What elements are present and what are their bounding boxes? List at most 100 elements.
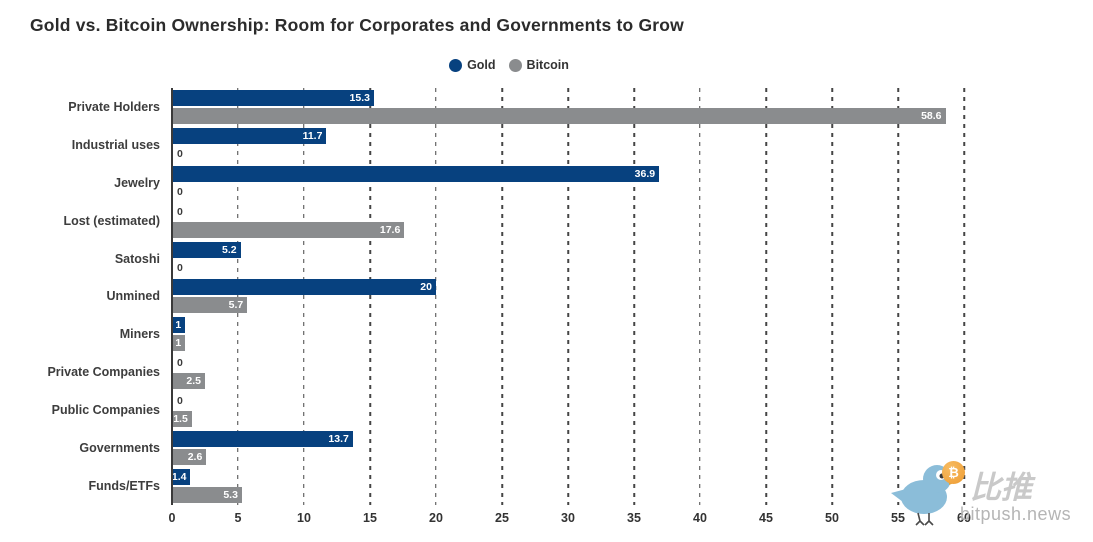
bitcoin-value-label-miners: 1 [175, 337, 182, 350]
bar-row-funds-etfs: 1.4 5.3 [172, 467, 964, 505]
category-label-unmined: Unmined [106, 289, 160, 304]
gold-bar-funds-etfs[interactable]: 1.4 [171, 469, 191, 486]
gold-bar-slot: 0 [172, 355, 964, 371]
gold-value-label-jewelry: 36.9 [634, 167, 656, 180]
gold-value-label-unmined: 20 [420, 281, 432, 294]
bitcoin-value-label-public-companies: 1.5 [173, 413, 188, 426]
gold-legend-marker-icon [449, 58, 463, 72]
chart-title: Gold vs. Bitcoin Ownership: Room for Cor… [30, 15, 684, 35]
bitcoin-bar-slot: 0 [172, 146, 964, 162]
gold-bar-slot: 11.7 [172, 127, 964, 144]
x-tick-label-55: 55 [891, 511, 905, 525]
gold-bar-slot: 36.9 [172, 165, 964, 182]
category-label-funds-etfs: Funds/ETFs [88, 479, 160, 494]
gold-bar-miners[interactable]: 1 [172, 317, 186, 334]
bitcoin-bar-governments[interactable]: 2.6 [172, 449, 207, 466]
category-label-governments: Governments [79, 441, 160, 456]
bitcoin-value-label-private-holders: 58.6 [921, 109, 942, 122]
gridline-5 [237, 88, 239, 505]
x-tick-label-25: 25 [495, 511, 509, 525]
bitcoin-value-label-governments: 2.6 [187, 451, 203, 464]
bitcoin-bar-slot: 58.6 [172, 107, 964, 124]
gridline-35 [633, 88, 635, 505]
plot-area: 15.3 58.6 11.7 0 36.9 0 0 17.6 5.2 0 20 5.7 1 1 0 2.5 0 1… [171, 88, 965, 505]
legend-item-bitcoin[interactable]: Bitcoin [508, 58, 569, 72]
bitcoin-bar-private-companies[interactable]: 2.5 [172, 373, 205, 390]
category-label-industrial-uses: Industrial uses [71, 137, 160, 152]
bitcoin-bar-funds-etfs[interactable]: 5.3 [172, 487, 242, 504]
bar-row-public-companies: 0 1.5 [172, 391, 964, 429]
gridline-10 [303, 88, 305, 505]
legend-label-gold: Gold [467, 58, 496, 72]
gridline-15 [369, 88, 371, 505]
x-tick-label-30: 30 [561, 511, 575, 525]
bitcoin-bar-slot: 5.7 [172, 297, 964, 314]
gold-value-label-satoshi: 5.2 [222, 243, 237, 256]
x-tick-label-10: 10 [297, 511, 311, 525]
x-tick-label-45: 45 [759, 511, 773, 525]
gridline-20 [435, 88, 437, 505]
bitcoin-bar-slot: 2.6 [172, 449, 964, 466]
gridline-50 [831, 88, 833, 505]
gold-bar-slot: 15.3 [172, 89, 964, 106]
gold-bar-private-holders[interactable]: 15.3 [172, 89, 374, 106]
gridline-60 [963, 88, 965, 505]
bitcoin-bar-public-companies[interactable]: 1.5 [172, 411, 192, 428]
bitcoin-bar-slot: 17.6 [172, 221, 964, 238]
gold-value-label-miners: 1 [175, 319, 182, 332]
bar-row-satoshi: 5.2 0 [172, 240, 964, 278]
gold-value-label-private-holders: 15.3 [349, 91, 370, 104]
bar-row-industrial-uses: 11.7 0 [172, 126, 964, 164]
category-label-public-companies: Public Companies [51, 403, 160, 418]
bitcoin-bar-miners[interactable]: 1 [172, 335, 186, 352]
category-axis-labels: Private Holders Industrial uses Jewelry Los… [0, 88, 160, 505]
bitcoin-value-label-private-companies: 2.5 [186, 375, 201, 388]
gold-bar-jewelry[interactable]: 36.9 [172, 165, 660, 182]
x-tick-label-35: 35 [627, 511, 641, 525]
gold-bar-satoshi[interactable]: 5.2 [172, 241, 241, 258]
category-label-satoshi: Satoshi [114, 251, 160, 266]
gold-value-label-public-companies: 0 [177, 395, 183, 408]
x-tick-label-50: 50 [825, 511, 839, 525]
category-label-private-holders: Private Holders [68, 99, 160, 114]
category-label-lost-estimated: Lost (estimated) [63, 213, 160, 228]
gridline-25 [501, 88, 503, 505]
bitcoin-coin-icon: ₿ [942, 461, 965, 484]
legend-item-gold[interactable]: Gold [449, 58, 496, 72]
gold-bar-unmined[interactable]: 20 [172, 279, 436, 296]
bitcoin-bar-slot: 5.3 [172, 487, 964, 504]
category-label-miners: Miners [119, 327, 160, 342]
bar-rows: 15.3 58.6 11.7 0 36.9 0 0 17.6 5.2 0 20 5.7 1 1 0 2.5 0 1… [172, 88, 964, 505]
bitcoin-bar-slot: 1.5 [172, 411, 964, 428]
bitcoin-value-label-unmined: 5.7 [228, 299, 244, 312]
gold-value-label-funds-etfs: 1.4 [171, 471, 187, 484]
gold-bar-slot: 0 [172, 204, 964, 220]
gold-bar-slot: 1.4 [171, 469, 964, 486]
gold-bar-slot: 5.2 [172, 241, 964, 258]
bar-row-jewelry: 36.9 0 [172, 164, 964, 202]
bar-row-unmined: 20 5.7 [172, 278, 964, 316]
gold-bar-slot: 13.7 [172, 431, 964, 448]
bitcoin-bar-lost-estimated[interactable]: 17.6 [172, 221, 405, 238]
gold-bar-industrial-uses[interactable]: 11.7 [172, 127, 327, 144]
bitcoin-value-label-lost-estimated: 17.6 [379, 223, 401, 236]
gridline-40 [699, 88, 701, 505]
x-tick-label-20: 20 [429, 511, 443, 525]
gold-value-label-governments: 13.7 [328, 433, 349, 446]
gold-bar-slot: 20 [172, 279, 964, 296]
gold-bar-slot: 1 [172, 317, 964, 334]
bitcoin-bar-slot: 1 [172, 335, 964, 352]
bitcoin-bar-unmined[interactable]: 5.7 [172, 297, 248, 314]
gold-bar-slot: 0 [172, 393, 964, 409]
x-tick-label-40: 40 [693, 511, 707, 525]
bitcoin-value-label-industrial-uses: 0 [177, 147, 183, 160]
bitcoin-bar-private-holders[interactable]: 58.6 [172, 107, 946, 124]
category-label-jewelry: Jewelry [114, 175, 160, 190]
gold-value-label-private-companies: 0 [177, 357, 183, 370]
gold-bar-governments[interactable]: 13.7 [172, 431, 353, 448]
legend-label-bitcoin: Bitcoin [526, 58, 569, 72]
bitcoin-bar-slot: 0 [172, 260, 964, 276]
x-tick-label-60: 60 [957, 511, 971, 525]
bitcoin-bar-slot: 2.5 [172, 373, 964, 390]
